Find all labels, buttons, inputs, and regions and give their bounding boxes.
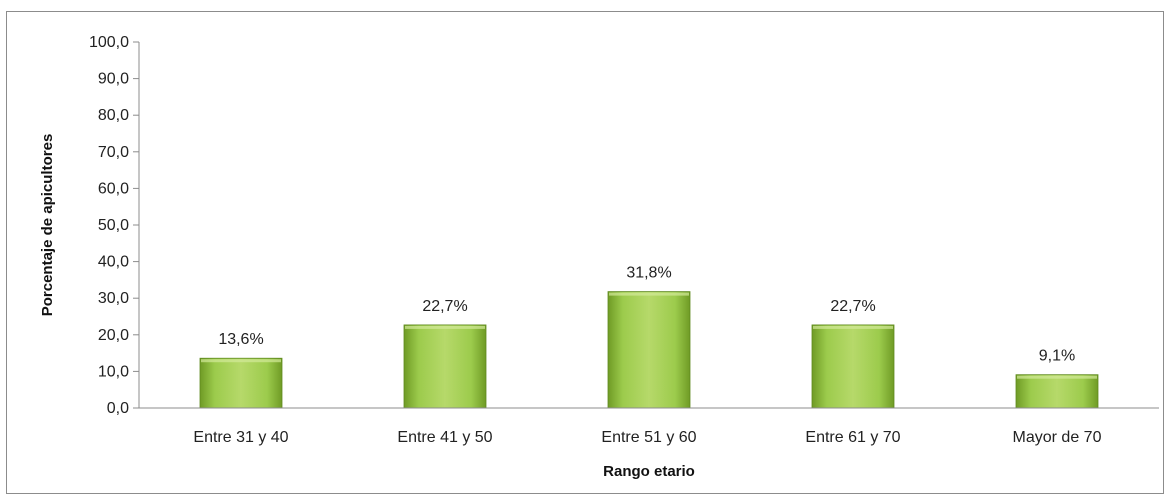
data-label: 22,7% <box>830 298 875 315</box>
data-label: 22,7% <box>422 298 467 315</box>
bar-bevel <box>201 359 281 363</box>
y-axis-title: Porcentaje de apicultores <box>39 134 56 317</box>
bar <box>811 324 895 409</box>
x-axis-ticks: Entre 31 y 40 Entre 41 y 50 Entre 51 y 60 E… <box>193 429 1101 446</box>
y-tick-label: 10,0 <box>98 363 129 380</box>
bar <box>199 357 283 409</box>
y-tick-label: 30,0 <box>98 290 129 307</box>
x-tick-label: Entre 51 y 60 <box>601 429 696 446</box>
x-tick-label: Entre 61 y 70 <box>805 429 900 446</box>
bar-bevel <box>405 325 485 329</box>
bar <box>607 291 691 409</box>
y-axis-ticks: 0,0 10,0 20,0 30,0 40,0 50,0 60,0 70,0 80,0 90,0 1… <box>89 34 139 417</box>
y-tick-label: 80,0 <box>98 107 129 124</box>
bar <box>1015 374 1099 409</box>
data-label: 9,1% <box>1039 348 1075 365</box>
x-axis-title: Rango etario <box>603 463 695 480</box>
x-tick-label: Mayor de 70 <box>1013 429 1102 446</box>
bar-bevel <box>609 292 689 296</box>
y-tick-label: 60,0 <box>98 180 129 197</box>
bars <box>199 291 1099 409</box>
data-label: 31,8% <box>626 265 671 282</box>
bar-chart: 0,0 10,0 20,0 30,0 40,0 50,0 60,0 70,0 80,0 90,0 1… <box>39 34 1159 480</box>
data-labels: 13,6% 22,7% 31,8% 22,7% 9,1% <box>218 265 1075 365</box>
y-tick-label: 50,0 <box>98 217 129 234</box>
y-tick-label: 0,0 <box>107 400 129 417</box>
y-tick-label: 70,0 <box>98 144 129 161</box>
data-label: 13,6% <box>218 331 263 348</box>
bar-bevel <box>1017 375 1097 379</box>
y-tick-label: 20,0 <box>98 327 129 344</box>
y-tick-label: 90,0 <box>98 71 129 88</box>
y-tick-label: 40,0 <box>98 254 129 271</box>
y-tick-label: 100,0 <box>89 34 129 51</box>
bar-bevel <box>813 325 893 329</box>
x-tick-label: Entre 31 y 40 <box>193 429 288 446</box>
chart-frame: 0,0 10,0 20,0 30,0 40,0 50,0 60,0 70,0 80,0 90,0 1… <box>6 11 1164 494</box>
x-tick-label: Entre 41 y 50 <box>397 429 492 446</box>
bar <box>403 324 487 409</box>
